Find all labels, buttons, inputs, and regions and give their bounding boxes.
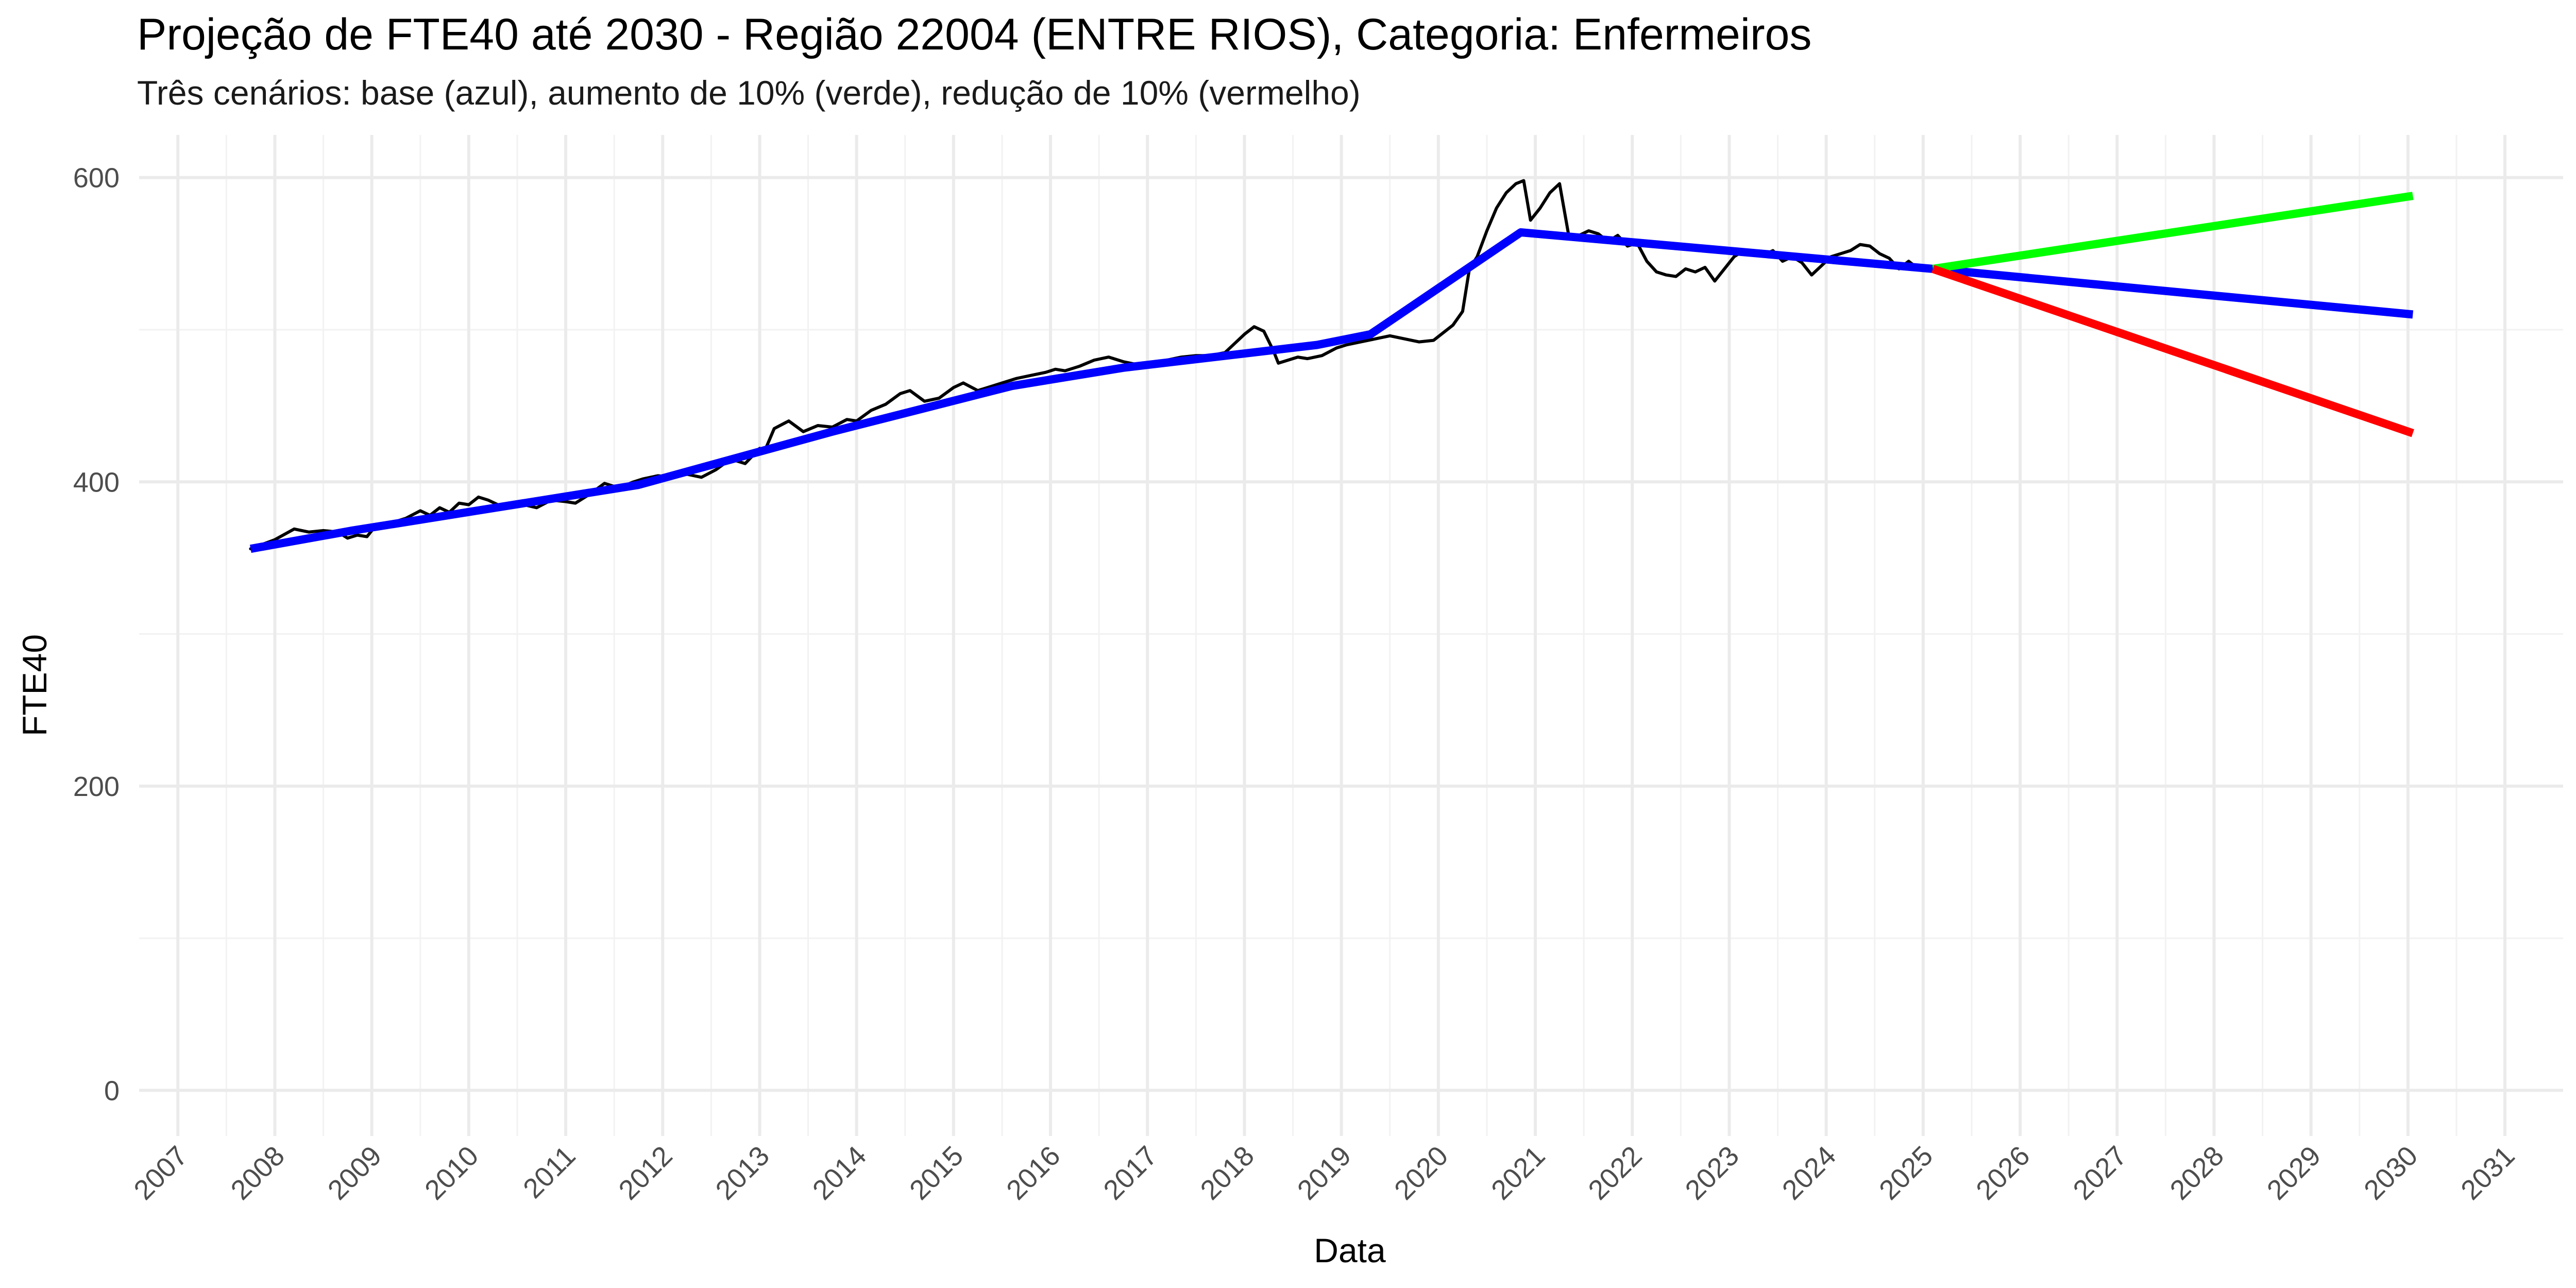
x-tick-label: 2022 xyxy=(1582,1140,1648,1206)
x-tick-label: 2031 xyxy=(2455,1140,2520,1206)
series-layer xyxy=(249,179,2414,553)
x-tick-label: 2025 xyxy=(1873,1140,1939,1206)
chart-subtitle: Três cenários: base (azul), aumento de 1… xyxy=(137,74,1361,112)
x-tick-label: 2017 xyxy=(1097,1140,1163,1206)
y-tick-label: 600 xyxy=(73,163,120,194)
x-tick-label: 2011 xyxy=(517,1140,582,1205)
series-line-observed xyxy=(249,179,1930,551)
x-tick-label: 2008 xyxy=(225,1140,291,1206)
x-tick-label: 2030 xyxy=(2358,1140,2424,1206)
x-tick-label: 2027 xyxy=(2067,1140,2132,1206)
x-tick-label: 2023 xyxy=(1680,1140,1745,1206)
series-line-decrease xyxy=(1931,265,2414,437)
x-tick-label: 2026 xyxy=(1970,1140,2036,1206)
x-tick-label: 2019 xyxy=(1292,1140,1357,1206)
x-tick-label: 2015 xyxy=(904,1140,969,1206)
x-tick-label: 2021 xyxy=(1485,1140,1551,1206)
x-axis-ticks: 2007 2008 2009 2010 2011 2012 2013 2014 2015 2016… xyxy=(128,1140,2520,1206)
x-tick-label: 2009 xyxy=(322,1140,387,1206)
x-tick-label: 2016 xyxy=(1001,1140,1066,1206)
x-tick-label: 2028 xyxy=(2164,1140,2230,1206)
y-tick-label: 200 xyxy=(73,771,120,802)
x-tick-label: 2010 xyxy=(419,1140,484,1206)
grid-layer xyxy=(139,135,2563,1136)
chart-title: Projeção de FTE40 até 2030 - Região 2200… xyxy=(137,10,1812,59)
y-tick-label: 0 xyxy=(104,1075,120,1106)
y-axis-title: FTE40 xyxy=(15,634,54,736)
x-tick-label: 2013 xyxy=(710,1140,775,1206)
x-tick-label: 2018 xyxy=(1195,1140,1260,1206)
x-tick-label: 2012 xyxy=(613,1140,678,1206)
y-axis-ticks: 0 200 400 600 xyxy=(73,163,120,1107)
y-tick-label: 400 xyxy=(73,467,120,498)
series-line-base xyxy=(249,228,2414,553)
x-tick-label: 2007 xyxy=(128,1140,193,1206)
x-tick-label: 2024 xyxy=(1776,1140,1842,1206)
x-tick-label: 2029 xyxy=(2261,1140,2327,1206)
x-axis-title: Data xyxy=(1314,1231,1386,1269)
x-tick-label: 2020 xyxy=(1388,1140,1454,1206)
series-line-increase xyxy=(1932,192,2414,273)
x-tick-label: 2014 xyxy=(807,1140,872,1206)
